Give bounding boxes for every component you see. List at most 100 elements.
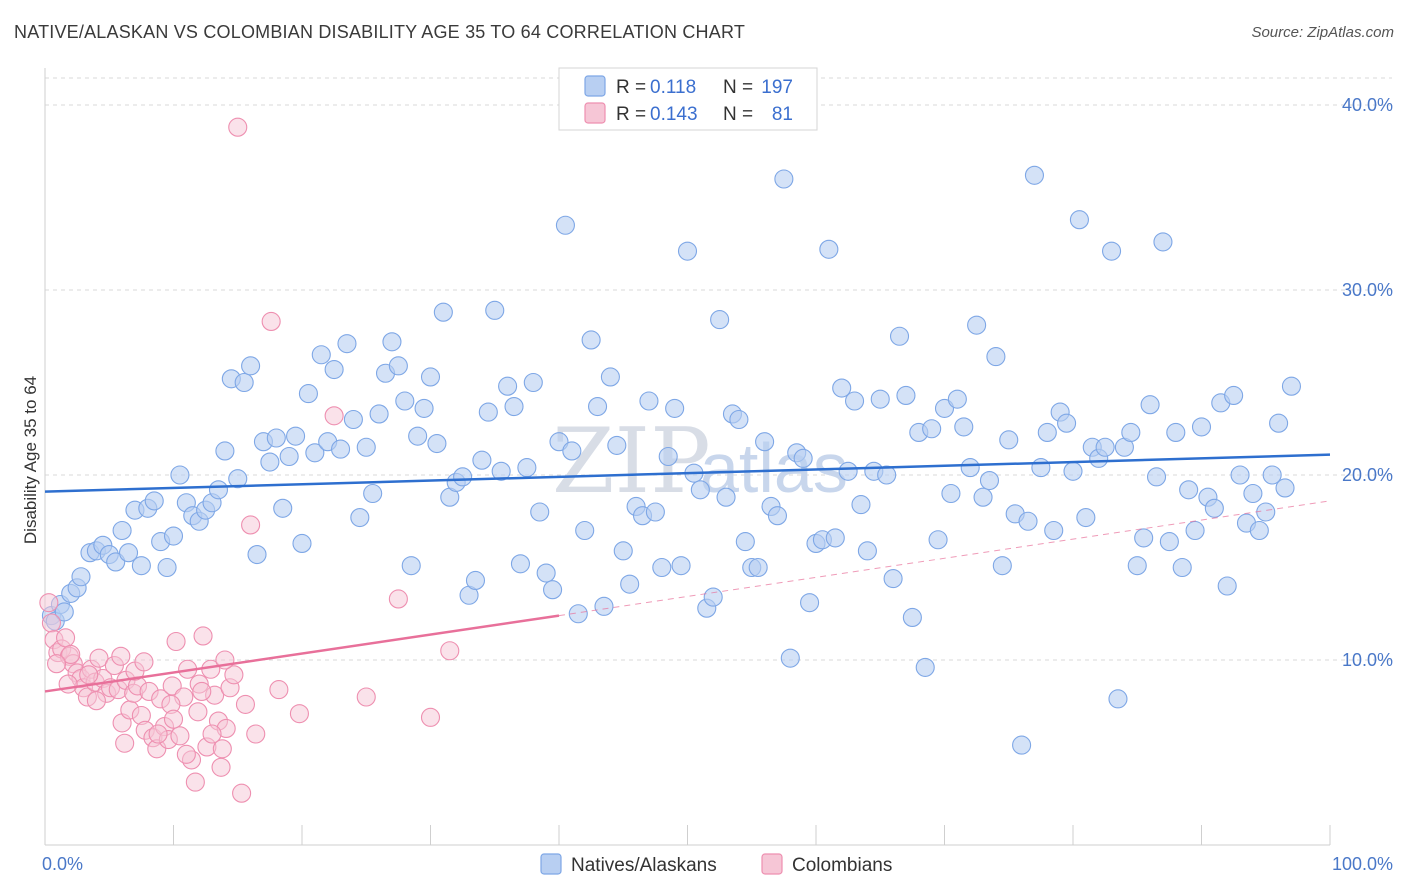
colombians-point	[202, 724, 222, 744]
natives-point	[170, 465, 190, 485]
natives-point	[343, 409, 363, 430]
colombians-point	[241, 515, 261, 535]
natives-point	[131, 556, 151, 576]
natives-point	[613, 541, 633, 561]
natives-point	[1037, 422, 1057, 443]
natives-point	[844, 391, 865, 411]
natives-n-label: N =	[723, 77, 753, 98]
natives-point	[594, 596, 614, 616]
y-axis-label: Disability Age 35 to 64	[21, 376, 40, 544]
natives-point	[279, 446, 299, 467]
natives-point	[819, 239, 839, 259]
natives-point	[420, 367, 441, 387]
natives-point	[112, 520, 132, 541]
colombians-n-value: 81	[772, 104, 793, 125]
natives-point	[587, 396, 608, 417]
natives-point	[311, 345, 331, 365]
natives-point	[870, 389, 890, 409]
natives-point	[144, 491, 164, 511]
natives-point	[163, 526, 184, 546]
natives-point	[934, 398, 955, 418]
colombians-points	[39, 117, 460, 803]
natives-point	[382, 332, 402, 352]
colombians-point	[388, 589, 408, 609]
natives-point	[363, 483, 383, 504]
colombians-point	[440, 641, 460, 661]
natives-point	[1012, 735, 1032, 755]
y-tick-labels: 10.0% 20.0% 30.0% 40.0%	[1342, 95, 1393, 670]
colombians-point	[115, 733, 135, 753]
colombians-point	[61, 644, 81, 665]
natives-point	[607, 435, 627, 455]
colombians-point	[232, 783, 252, 803]
natives-point	[780, 648, 800, 668]
natives-point	[472, 450, 492, 470]
natives-point	[1031, 458, 1051, 478]
colombians-point	[163, 709, 184, 729]
colombians-point	[269, 680, 289, 700]
colombians-point	[356, 687, 376, 707]
y-tick-label: 10.0%	[1342, 650, 1393, 670]
natives-point	[677, 241, 698, 261]
natives-point	[337, 334, 357, 354]
natives-point	[523, 372, 543, 393]
natives-point	[716, 487, 736, 507]
natives-point	[549, 432, 569, 452]
colombians-point	[246, 724, 266, 744]
natives-point	[568, 604, 588, 624]
colombians-point	[58, 674, 78, 694]
natives-point	[877, 465, 897, 485]
natives-point	[305, 443, 325, 463]
natives-point	[1224, 385, 1244, 406]
natives-point	[478, 402, 498, 422]
colombians-point	[185, 772, 205, 792]
natives-point	[247, 544, 267, 565]
natives-point	[1140, 395, 1160, 415]
natives-point	[510, 554, 531, 574]
natives-point	[947, 389, 967, 409]
colombians-point	[212, 739, 232, 759]
natives-point	[395, 391, 415, 411]
x-tick-label-max: 100.0%	[1332, 854, 1393, 874]
natives-point	[215, 441, 235, 461]
natives-point	[1191, 417, 1212, 437]
natives-point	[1102, 241, 1122, 261]
natives-point	[1121, 422, 1141, 443]
natives-point	[652, 557, 672, 578]
natives-point	[485, 300, 505, 320]
colombians-point	[47, 654, 67, 674]
natives-r-value: 0.118	[650, 77, 696, 98]
series-legend: Natives/Alaskans Colombians	[540, 853, 892, 876]
natives-point	[273, 498, 293, 518]
colombians-point	[324, 406, 344, 426]
natives-point	[330, 439, 351, 459]
natives-point	[292, 533, 312, 554]
natives-point	[1256, 502, 1276, 522]
natives-point	[106, 552, 126, 572]
natives-point	[356, 437, 376, 457]
colombians-point	[148, 724, 168, 744]
colombians-point	[176, 744, 196, 764]
natives-points	[41, 165, 1301, 755]
natives-point	[1243, 483, 1263, 504]
natives-n-value: 197	[761, 77, 793, 98]
natives-point	[1134, 528, 1154, 548]
natives-point	[973, 487, 993, 507]
natives-point	[408, 426, 428, 446]
natives-point	[1166, 422, 1186, 443]
natives-point	[228, 469, 248, 489]
natives-point	[388, 356, 408, 376]
natives-point	[992, 556, 1012, 576]
natives-point	[922, 419, 942, 439]
natives-point	[465, 570, 486, 591]
natives-point	[1179, 480, 1199, 500]
natives-point	[1153, 232, 1173, 252]
x-tick-labels: 0.0% 100.0%	[42, 854, 1393, 874]
natives-point	[735, 532, 755, 552]
colombians-point	[162, 676, 182, 696]
natives-trend-line	[44, 453, 1331, 493]
colombians-point	[224, 665, 244, 685]
natives-point	[941, 483, 961, 504]
colombians-trend-line	[44, 614, 560, 693]
